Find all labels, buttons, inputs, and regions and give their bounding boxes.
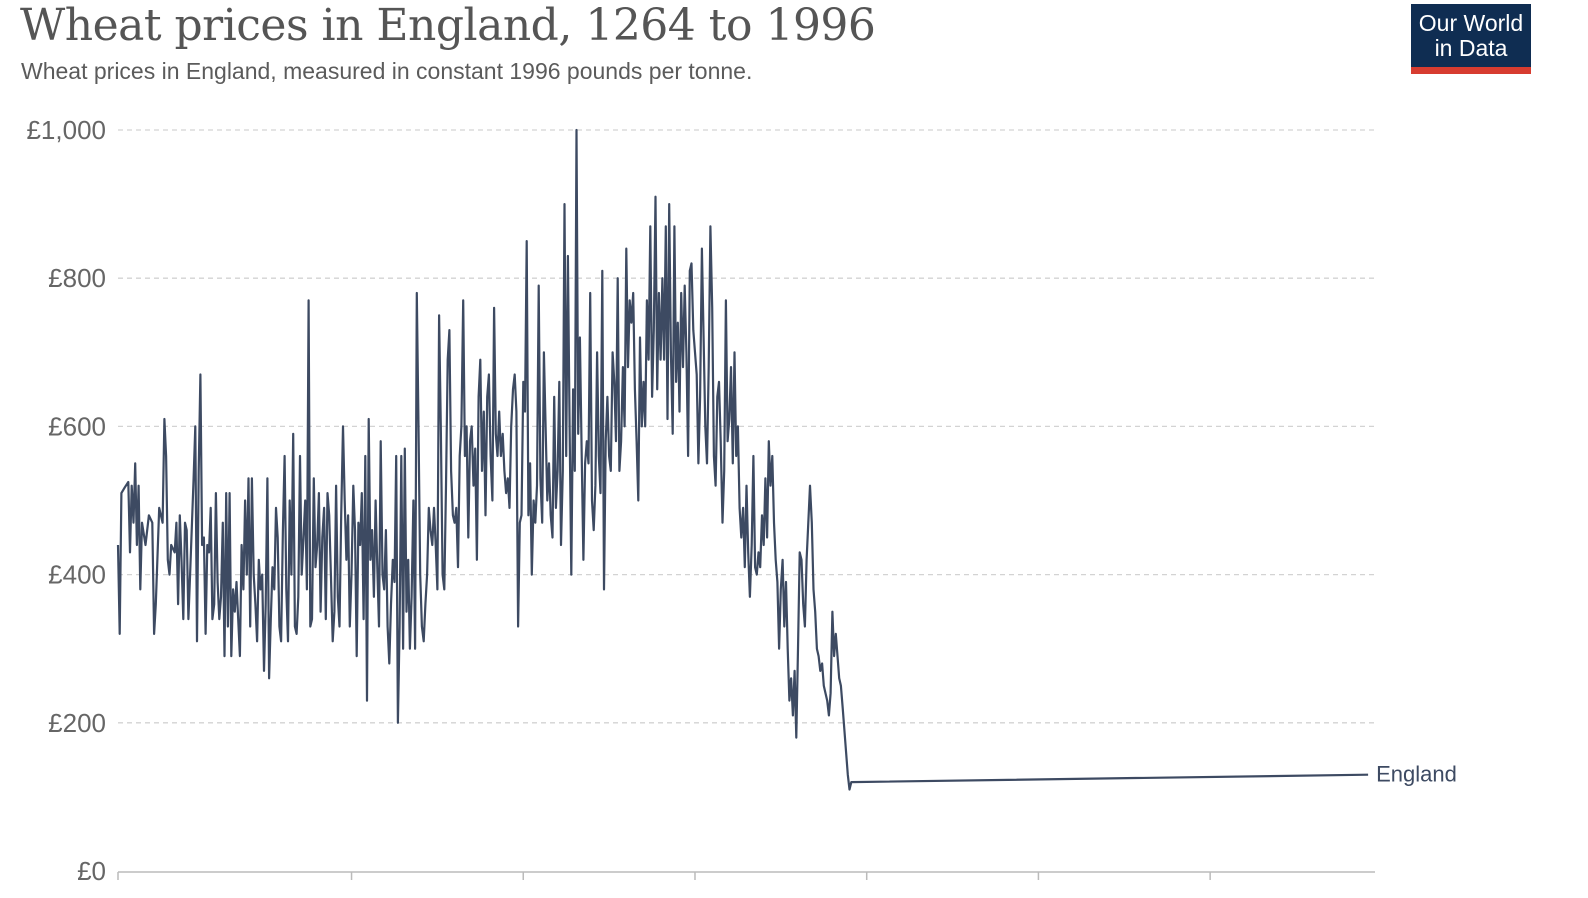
series-line-england[interactable] bbox=[116, 128, 1369, 791]
y-tick-label: £0 bbox=[77, 856, 106, 886]
owid-logo[interactable]: Our World in Data bbox=[1411, 4, 1531, 74]
y-tick-label: £400 bbox=[48, 560, 106, 590]
y-tick-label: £1,000 bbox=[26, 115, 106, 145]
series-layer: England bbox=[116, 128, 1457, 791]
x-axis bbox=[117, 871, 1375, 880]
chart-title: Wheat prices in England, 1264 to 1996 bbox=[20, 0, 876, 51]
logo-line-1: Our World bbox=[1418, 10, 1524, 36]
gridlines bbox=[118, 129, 1375, 724]
series-label-england: England bbox=[1376, 762, 1457, 787]
y-tick-label: £200 bbox=[48, 708, 106, 738]
y-axis-labels: £0 £200 £400 £600 £800 £1,000 bbox=[26, 115, 106, 886]
y-tick-label: £600 bbox=[48, 411, 106, 441]
chart-subtitle: Wheat prices in England, measured in con… bbox=[21, 58, 753, 84]
y-tick-label: £800 bbox=[48, 263, 106, 293]
logo-line-2: in Data bbox=[1434, 35, 1508, 61]
